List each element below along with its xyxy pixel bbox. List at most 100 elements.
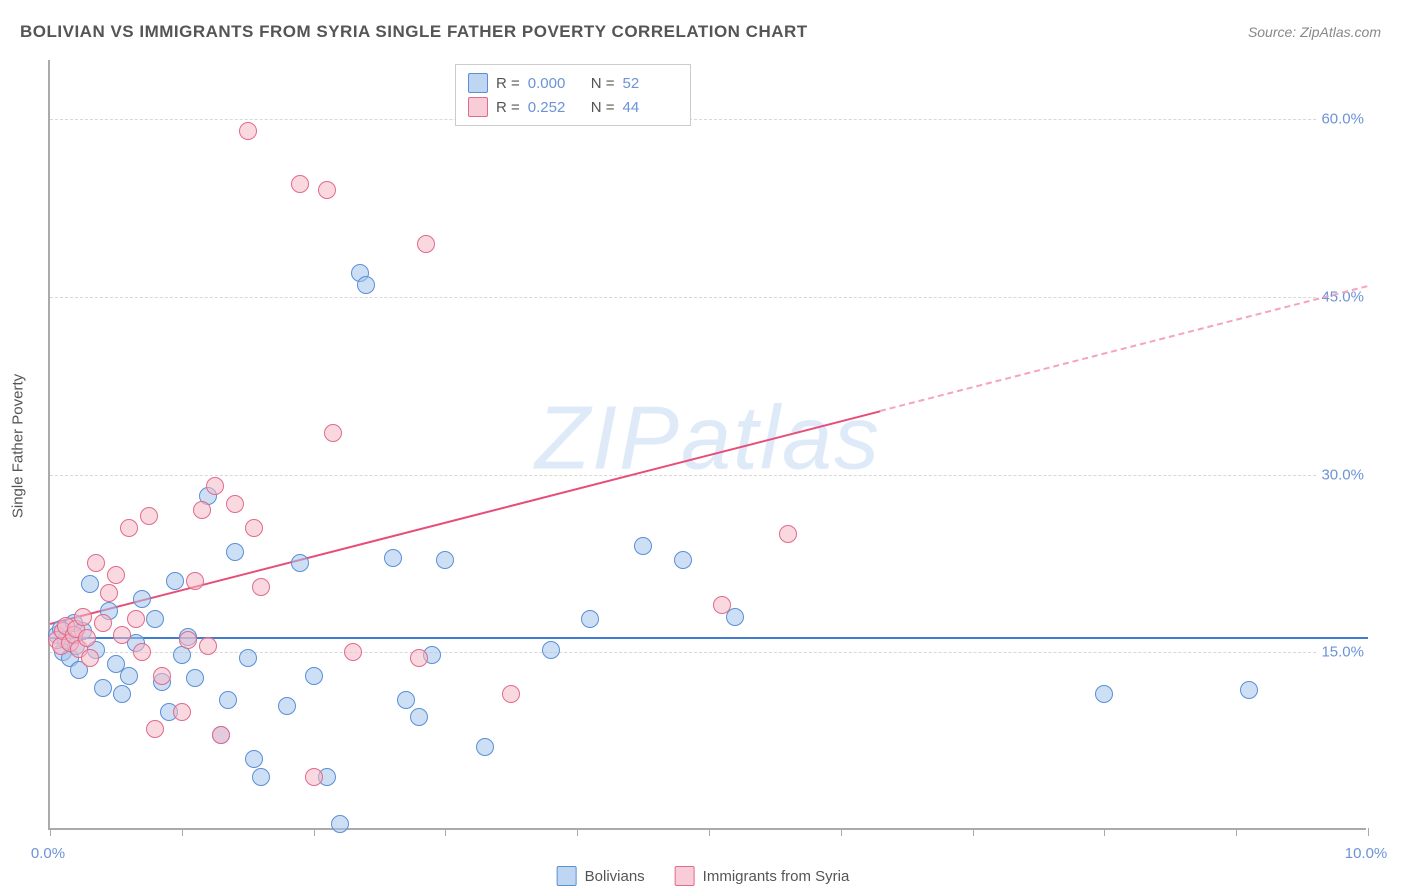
x-tick: [445, 828, 446, 836]
legend-n-label: N =: [591, 75, 615, 92]
x-tick: [577, 828, 578, 836]
data-point: [331, 815, 349, 833]
legend-series: Bolivians Immigrants from Syria: [557, 866, 850, 886]
data-point: [127, 610, 145, 628]
legend-item: Bolivians: [557, 866, 645, 886]
data-point: [173, 703, 191, 721]
data-point: [193, 501, 211, 519]
legend-n-label: N =: [591, 99, 615, 116]
x-tick: [50, 828, 51, 836]
grid-line: [50, 475, 1366, 476]
legend-label: Bolivians: [585, 868, 645, 885]
legend-r-value: 0.000: [528, 75, 583, 92]
data-point: [674, 551, 692, 569]
data-point: [226, 495, 244, 513]
data-point: [502, 685, 520, 703]
data-point: [133, 643, 151, 661]
data-point: [239, 649, 257, 667]
y-axis-label: Single Father Poverty: [10, 374, 27, 518]
y-tick-label: 30.0%: [1317, 466, 1368, 483]
data-point: [410, 708, 428, 726]
data-point: [113, 626, 131, 644]
data-point: [133, 590, 151, 608]
data-point: [634, 537, 652, 555]
legend-r-value: 0.252: [528, 99, 583, 116]
source-attribution: Source: ZipAtlas.com: [1248, 24, 1381, 40]
data-point: [318, 181, 336, 199]
data-point: [120, 519, 138, 537]
data-point: [113, 685, 131, 703]
grid-line: [50, 297, 1366, 298]
data-point: [245, 750, 263, 768]
x-tick: [1368, 828, 1369, 836]
x-tick-label: 10.0%: [1345, 845, 1388, 862]
data-point: [107, 566, 125, 584]
x-tick: [709, 828, 710, 836]
data-point: [166, 572, 184, 590]
legend-swatch-blue: [557, 866, 577, 886]
data-point: [305, 667, 323, 685]
data-point: [252, 768, 270, 786]
legend-swatch-pink: [675, 866, 695, 886]
legend-stats: R = 0.000 N = 52 R = 0.252 N = 44: [455, 64, 691, 126]
data-point: [436, 551, 454, 569]
y-tick-label: 15.0%: [1317, 644, 1368, 661]
data-point: [146, 610, 164, 628]
data-point: [94, 679, 112, 697]
x-tick: [841, 828, 842, 836]
data-point: [239, 122, 257, 140]
legend-label: Immigrants from Syria: [703, 868, 850, 885]
trend-line: [50, 410, 881, 625]
data-point: [1095, 685, 1113, 703]
data-point: [219, 691, 237, 709]
legend-r-label: R =: [496, 75, 520, 92]
grid-line: [50, 119, 1366, 120]
data-point: [245, 519, 263, 537]
data-point: [779, 525, 797, 543]
data-point: [100, 584, 118, 602]
trend-line: [50, 637, 1368, 640]
x-tick: [973, 828, 974, 836]
data-point: [542, 641, 560, 659]
x-tick: [1236, 828, 1237, 836]
data-point: [140, 507, 158, 525]
chart-container: BOLIVIAN VS IMMIGRANTS FROM SYRIA SINGLE…: [0, 0, 1406, 892]
legend-r-label: R =: [496, 99, 520, 116]
data-point: [581, 610, 599, 628]
data-point: [179, 631, 197, 649]
data-point: [344, 643, 362, 661]
data-point: [226, 543, 244, 561]
data-point: [87, 554, 105, 572]
data-point: [417, 235, 435, 253]
data-point: [120, 667, 138, 685]
data-point: [357, 276, 375, 294]
plot-area: ZIPatlas 15.0%30.0%45.0%60.0%: [48, 60, 1366, 830]
chart-title: BOLIVIAN VS IMMIGRANTS FROM SYRIA SINGLE…: [20, 22, 808, 42]
data-point: [153, 667, 171, 685]
data-point: [81, 649, 99, 667]
data-point: [397, 691, 415, 709]
data-point: [291, 175, 309, 193]
data-point: [94, 614, 112, 632]
data-point: [186, 572, 204, 590]
data-point: [81, 575, 99, 593]
y-tick-label: 60.0%: [1317, 111, 1368, 128]
data-point: [212, 726, 230, 744]
legend-swatch-blue: [468, 73, 488, 93]
data-point: [78, 629, 96, 647]
legend-n-value: 52: [623, 75, 678, 92]
legend-stats-row: R = 0.000 N = 52: [468, 71, 678, 95]
x-tick: [182, 828, 183, 836]
legend-swatch-pink: [468, 97, 488, 117]
data-point: [186, 669, 204, 687]
data-point: [410, 649, 428, 667]
x-tick: [314, 828, 315, 836]
data-point: [206, 477, 224, 495]
data-point: [713, 596, 731, 614]
data-point: [278, 697, 296, 715]
x-tick-label: 0.0%: [31, 845, 65, 862]
data-point: [252, 578, 270, 596]
data-point: [199, 637, 217, 655]
data-point: [291, 554, 309, 572]
legend-n-value: 44: [623, 99, 678, 116]
